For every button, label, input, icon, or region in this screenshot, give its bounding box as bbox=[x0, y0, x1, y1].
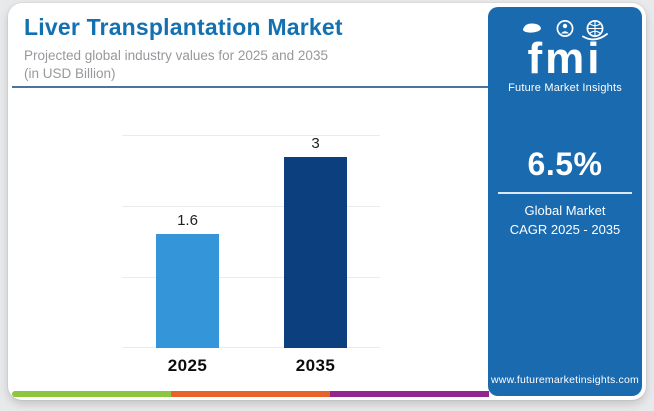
map-icon bbox=[522, 23, 541, 33]
fmi-logo-text: fmi bbox=[527, 34, 603, 83]
logo-icons bbox=[522, 20, 608, 41]
cagr-value: 6.5% bbox=[527, 146, 603, 182]
fmi-logo-subtext: Future Market Insights bbox=[508, 82, 622, 94]
bar-chart: 1.6 2025 3 2035 bbox=[122, 135, 380, 375]
footer-stripe bbox=[12, 391, 489, 397]
person-icon bbox=[556, 20, 574, 37]
subtitle-line-1: Projected global industry values for 202… bbox=[24, 48, 328, 63]
bar-group-2035: 3 2035 bbox=[284, 135, 347, 375]
stripe-purple bbox=[330, 391, 489, 397]
bar-2035 bbox=[284, 157, 347, 348]
bar-group-2025: 1.6 2025 bbox=[156, 135, 219, 375]
fmi-logo: fmi Future Market Insights bbox=[508, 19, 622, 94]
gridline-3 bbox=[122, 135, 380, 136]
gridline-0 bbox=[122, 347, 380, 348]
stripe-green bbox=[12, 391, 171, 397]
subtitle-line-2: (in USD Billion) bbox=[24, 65, 116, 81]
bar-2025 bbox=[156, 234, 219, 348]
axis-label-2025: 2025 bbox=[167, 356, 208, 375]
brand-sidebar: fmi Future Market Insights 6.5% Global M… bbox=[488, 7, 642, 396]
cagr-label-line1: Global Market bbox=[524, 203, 606, 218]
header-divider bbox=[12, 86, 489, 88]
cagr-divider bbox=[498, 192, 632, 194]
gridline-2 bbox=[122, 206, 380, 208]
stripe-orange bbox=[171, 391, 330, 397]
bar-value-2035: 3 bbox=[311, 135, 320, 152]
axis-label-2035: 2035 bbox=[295, 356, 336, 375]
website-url: www.futuremarketinsights.com bbox=[491, 374, 639, 386]
bar-value-2025: 1.6 bbox=[177, 212, 198, 230]
cagr-label-line2: CAGR 2025 - 2035 bbox=[509, 221, 621, 237]
infographic-card: Liver Transplantation Market Projected g… bbox=[8, 3, 646, 400]
chart-subtitle: Projected global industry values for 202… bbox=[24, 47, 484, 82]
gridline-1 bbox=[122, 277, 380, 279]
page-title: Liver Transplantation Market bbox=[24, 14, 343, 40]
cagr-block: 6.5% Global Market CAGR 2025 - 2035 bbox=[488, 146, 642, 240]
chart-header: Liver Transplantation Market Projected g… bbox=[24, 14, 484, 82]
globe-icon bbox=[582, 20, 608, 41]
